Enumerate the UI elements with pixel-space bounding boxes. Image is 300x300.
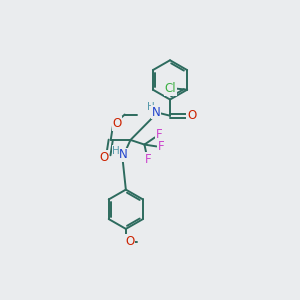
Text: O: O: [112, 117, 122, 130]
Text: N: N: [152, 106, 161, 119]
Text: F: F: [156, 128, 162, 141]
Text: F: F: [158, 140, 164, 153]
Text: N: N: [119, 148, 128, 161]
Text: O: O: [99, 151, 108, 164]
Text: O: O: [125, 235, 134, 248]
Text: F: F: [144, 153, 151, 166]
Text: H: H: [112, 146, 120, 156]
Text: O: O: [187, 109, 196, 122]
Text: Cl: Cl: [165, 82, 176, 95]
Text: H: H: [147, 102, 155, 112]
